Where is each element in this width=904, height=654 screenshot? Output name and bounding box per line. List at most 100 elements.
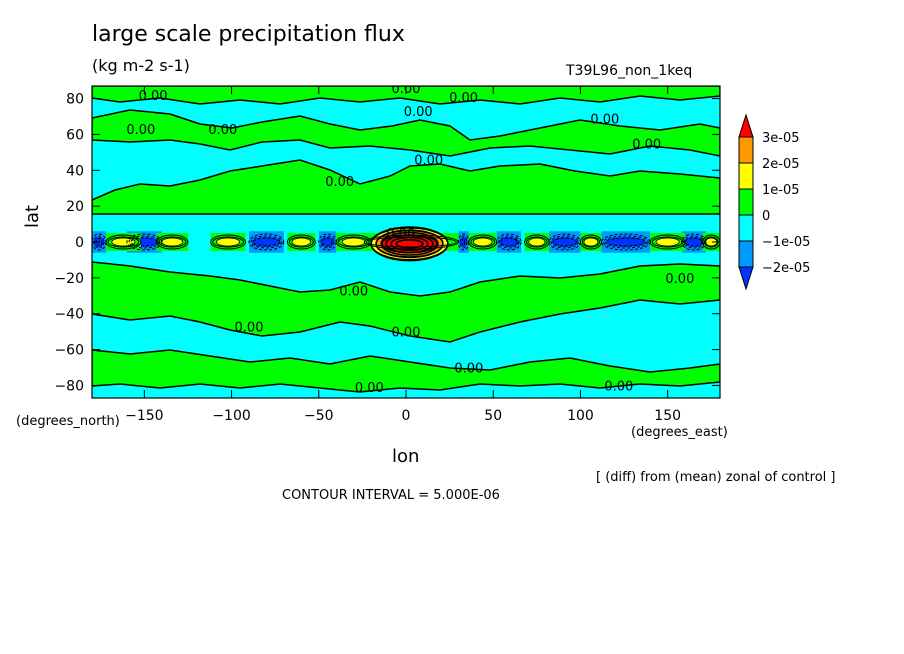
x-tick-label: 0: [402, 408, 411, 424]
x-tick-label: 100: [567, 408, 594, 424]
positive-contour: [649, 234, 686, 250]
positive-region-south: [92, 261, 720, 343]
x-tick-label: 150: [654, 408, 681, 424]
y-tick-label: 40: [66, 163, 84, 179]
strong-positive-contour: [375, 229, 444, 259]
positive-core: [341, 237, 366, 247]
chart-title: large scale precipitation flux: [92, 22, 405, 47]
contour-label: 0.00: [339, 284, 368, 299]
positive-core: [291, 237, 312, 247]
positive-core: [583, 237, 599, 247]
colorbar-label: −1e-05: [762, 235, 810, 250]
contour-label: 0.00: [590, 112, 619, 127]
strong-positive-contour: [370, 226, 449, 261]
contour-label: 0.00: [392, 326, 421, 341]
negative-contour: [126, 233, 163, 251]
positive-regions: [92, 86, 720, 393]
positive-region-south-lower: [92, 349, 720, 393]
positive-core: [473, 237, 493, 247]
strong-negative-cell: [498, 237, 520, 247]
strong-negative-cell: [459, 237, 468, 247]
strong-positive-contour: [390, 236, 429, 251]
x-axis-ticks: −150 −100 −50 0 50 100 150: [125, 86, 681, 424]
positive-contour: [158, 236, 187, 248]
colorbar-label: 2e-05: [762, 157, 800, 172]
strong-positive-contour: [380, 231, 439, 256]
positive-region-north-cap: [92, 86, 720, 105]
positive-region-north: [92, 159, 720, 215]
strong-negative-cell: [251, 237, 281, 247]
negative-contour: [602, 235, 649, 249]
colorbar-top-arrow: [738, 113, 754, 138]
colorbar-label: 1e-05: [762, 183, 800, 198]
x-tick-label: 50: [484, 408, 502, 424]
contour-label: 0.00: [604, 379, 633, 394]
contour-label: 0.00: [355, 381, 384, 396]
negative-contour: [320, 235, 335, 249]
negative-contour: [498, 235, 520, 249]
equatorial-contours: [92, 226, 720, 261]
positive-contour: [581, 236, 600, 248]
y-axis-ticks: 80 60 40 20 0 −20 −40 −60 −80: [54, 92, 720, 394]
negative-contour: [683, 235, 705, 249]
negative-contour: [130, 237, 159, 247]
x-axis-label: lon: [392, 446, 420, 467]
negative-contour: [248, 233, 285, 251]
positive-core: [528, 237, 546, 247]
negative-contour: [681, 233, 707, 251]
negative-contour: [459, 235, 468, 249]
positive-contour: [107, 236, 140, 248]
y-tick-label: −60: [54, 343, 84, 359]
colorbar: 3e-05 2e-05 1e-05 0 −1e-05 −2e-05: [738, 113, 810, 291]
contour-label: 0.00: [632, 137, 661, 152]
negative-contour: [550, 235, 579, 249]
colorbar-segment: [738, 188, 754, 216]
positive-contour: [286, 234, 316, 250]
contour-label: 0.00: [404, 105, 433, 120]
y-tick-label: −80: [54, 378, 84, 394]
positive-core: [655, 237, 680, 247]
negative-contour: [322, 237, 333, 247]
positive-contour: [337, 236, 370, 248]
colorbar-label: 0: [762, 209, 770, 224]
positive-contour: [651, 236, 684, 248]
x-tick-label: −100: [212, 408, 250, 424]
contour-label: 0.00: [208, 123, 237, 138]
positive-contour: [288, 236, 314, 248]
x-tick-label: −50: [304, 408, 334, 424]
colorbar-label: 3e-05: [762, 131, 800, 146]
x-axis-units: (degrees_east): [631, 425, 728, 440]
negative-contour: [252, 237, 281, 247]
positive-contour: [105, 234, 142, 250]
strong-positive-contour: [395, 238, 424, 249]
negative-contour: [500, 237, 518, 247]
contour-label: 0.00: [235, 320, 264, 335]
positive-contour: [468, 234, 498, 250]
colorbar-segment: [738, 162, 754, 190]
positive-contour: [156, 234, 189, 250]
y-tick-label: 20: [66, 199, 84, 215]
positive-core: [216, 237, 241, 247]
difference-note: [ (diff) from (mean) zonal of control ]: [596, 470, 836, 485]
positive-contour: [212, 236, 245, 248]
negative-contour: [685, 237, 703, 247]
negative-contour: [604, 237, 647, 247]
negative-contour: [128, 235, 161, 249]
colorbar-segment: [738, 240, 754, 268]
contour-label: 0.00: [414, 154, 443, 169]
positive-contour: [579, 234, 602, 250]
contour-label: 0.00: [126, 123, 155, 138]
contour-label: 0.00: [386, 227, 415, 242]
negative-contour: [250, 235, 283, 249]
negative-contour: [552, 237, 577, 247]
strong-positive-contour: [385, 234, 434, 254]
colorbar-segment: [738, 136, 754, 164]
positive-contour: [470, 236, 496, 248]
x-tick-label: −150: [125, 408, 163, 424]
contour-label: 0.00: [454, 362, 483, 377]
positive-contour: [210, 234, 247, 250]
y-axis-units: (degrees_north): [16, 414, 120, 429]
chart-units: (kg m-2 s-1): [92, 56, 190, 75]
y-tick-label: −40: [54, 307, 84, 323]
